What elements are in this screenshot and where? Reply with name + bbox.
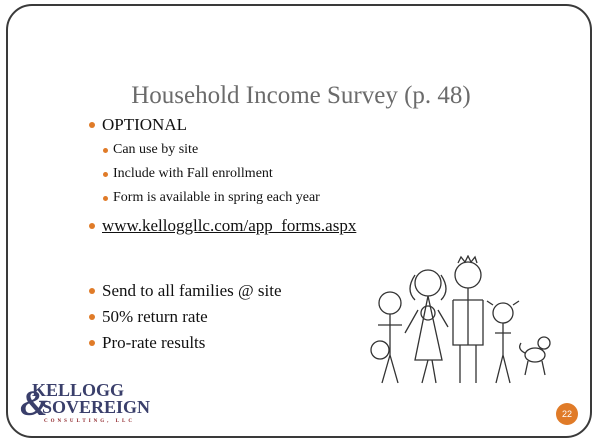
bullet: Can use by site bbox=[113, 142, 198, 158]
bullet: OPTIONAL bbox=[102, 115, 187, 135]
logo-tagline: CONSULTING, LLC bbox=[44, 419, 135, 424]
link-bullet[interactable]: www.kelloggllc.com/app_forms.aspx bbox=[102, 216, 356, 236]
page: {"slide": { "title": "Household Income S… bbox=[0, 0, 602, 445]
bullet: Form is available in spring each year bbox=[113, 190, 320, 206]
slide-title: Household Income Survey (p. 48) bbox=[0, 82, 602, 110]
bullet: Include with Fall enrollment bbox=[113, 166, 273, 182]
family-drawing bbox=[360, 255, 560, 395]
page-number: 22 bbox=[556, 403, 578, 425]
bullet: 50% return rate bbox=[102, 307, 208, 327]
bullet: Pro-rate results bbox=[102, 333, 205, 353]
logo-line2: SOVEREIGN bbox=[42, 397, 150, 418]
bullet: Send to all families @ site bbox=[102, 281, 282, 301]
